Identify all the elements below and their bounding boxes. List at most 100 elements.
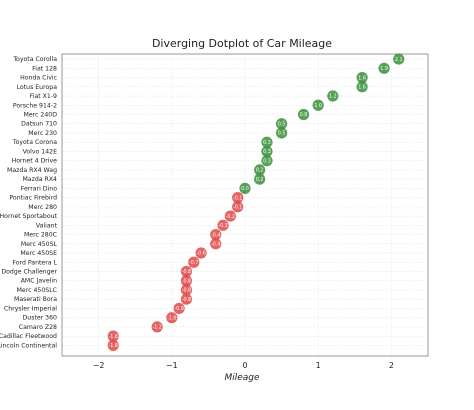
data-point-label: 0.2	[256, 177, 264, 183]
data-point-label: 0.2	[256, 168, 264, 174]
category-label: Chrysler Imperial	[4, 305, 57, 312]
data-point	[224, 210, 236, 222]
data-point-label: 2.1	[395, 57, 403, 63]
category-label: Porsche 914-2	[13, 102, 57, 109]
data-point	[297, 108, 310, 121]
data-point	[210, 238, 222, 250]
data-point-label: -0.3	[218, 223, 227, 229]
x-tick-labels: −2 −1 0 1 2	[93, 361, 394, 370]
data-point	[232, 201, 244, 213]
data-point-label: -0.9	[174, 306, 183, 312]
data-point-label: 1.6	[358, 75, 366, 81]
data-point-label: -0.7	[189, 260, 198, 266]
data-point-label: 1.0	[314, 103, 322, 109]
category-label: Ford Pantera L	[12, 259, 57, 266]
data-point-label: -0.8	[182, 269, 191, 275]
x-tick-label: 0	[242, 361, 247, 370]
data-point-label: -0.4	[211, 232, 220, 238]
category-label: Fiat X1-9	[30, 93, 57, 100]
data-point	[239, 182, 251, 194]
category-label: Toyota Corona	[12, 139, 57, 146]
category-label: Toyota Corolla	[12, 56, 57, 63]
category-label: Pontiac Firebird	[9, 195, 57, 202]
data-point	[188, 256, 200, 268]
data-point-label: -0.8	[182, 278, 191, 284]
category-label: Volvo 142E	[23, 148, 57, 155]
category-label: Dodge Challenger	[1, 268, 57, 275]
data-point-label: 0.5	[278, 131, 286, 137]
data-point	[393, 53, 405, 65]
data-point	[254, 164, 266, 176]
category-label: Valiant	[36, 222, 58, 229]
data-point-label: 1.6	[358, 84, 366, 90]
data-point-label: 1.9	[380, 66, 388, 72]
data-point-label: 1.2	[329, 94, 337, 100]
data-point	[261, 136, 273, 148]
data-point	[151, 321, 163, 333]
category-label: Merc 450SL	[21, 241, 58, 248]
category-label: Ferrari Dino	[21, 185, 57, 192]
data-point	[276, 127, 288, 139]
data-point	[180, 293, 193, 305]
data-point	[217, 219, 229, 231]
category-label: Lotus Europa	[17, 84, 58, 91]
category-label: Cadillac Fleetwood	[0, 333, 57, 340]
category-labels: Toyota Corolla Fiat 128 Honda Civic Lotus E…	[0, 56, 58, 349]
chart-title: Diverging Dotplot of Car Mileage	[152, 37, 332, 50]
category-label: Maserati Bora	[14, 296, 57, 303]
category-label: Merc 240D	[24, 111, 58, 118]
data-point	[107, 339, 119, 351]
data-point-label: 0.5	[278, 121, 286, 127]
category-label: Lincoln Continental	[0, 342, 57, 349]
data-point	[261, 155, 273, 167]
x-tick-label: −2	[93, 361, 105, 370]
data-point-label: 0.3	[263, 149, 271, 155]
data-point-label: -0.4	[211, 241, 220, 247]
category-label: Merc 230	[28, 130, 57, 137]
data-point	[107, 330, 119, 342]
x-tick-label: −1	[166, 361, 178, 370]
data-point-label: -1.8	[109, 343, 118, 349]
data-point-label: 0.3	[263, 140, 271, 146]
category-label: Honda Civic	[20, 75, 57, 82]
data-point-label: -1.0	[167, 315, 176, 321]
data-point	[180, 284, 193, 296]
data-point-label: 0.3	[263, 158, 271, 164]
data-point-label: -0.8	[182, 288, 191, 294]
data-point	[254, 173, 266, 185]
data-point	[327, 90, 339, 102]
category-label: Duster 360	[23, 315, 58, 322]
x-tick-label: 2	[389, 361, 394, 370]
category-label: Fiat 128	[32, 65, 57, 72]
category-label: Datsun 710	[21, 121, 57, 128]
data-point	[232, 192, 244, 204]
category-label: Mazda RX4 Wag	[7, 167, 57, 174]
category-label: AMC Javelin	[21, 278, 57, 285]
data-point	[356, 71, 368, 84]
category-label: Camaro Z28	[19, 324, 57, 331]
plot-frame	[61, 53, 429, 357]
category-label: Merc 450SLC	[17, 287, 57, 294]
data-point	[173, 302, 185, 315]
data-point-label: -1.2	[152, 325, 161, 331]
category-label: Merc 450SE	[20, 250, 57, 257]
category-label: Mazda RX4	[22, 176, 57, 183]
data-point-label: -0.6	[196, 251, 205, 257]
data-point-label: 0.8	[300, 112, 308, 118]
category-label: Hornet Sportabout	[0, 213, 58, 220]
data-point	[356, 81, 368, 93]
data-point	[378, 62, 390, 74]
data-point	[261, 145, 273, 158]
data-point	[180, 275, 193, 287]
data-point	[195, 247, 207, 259]
data-point-label: -0.8	[182, 297, 191, 303]
grid-layer	[62, 54, 428, 356]
x-axis-label: Mileage	[224, 373, 260, 383]
data-point	[180, 265, 193, 278]
data-point	[276, 118, 288, 130]
category-label: Merc 280C	[24, 232, 57, 239]
data-point-label: -0.2	[226, 214, 235, 220]
data-point	[166, 312, 178, 324]
